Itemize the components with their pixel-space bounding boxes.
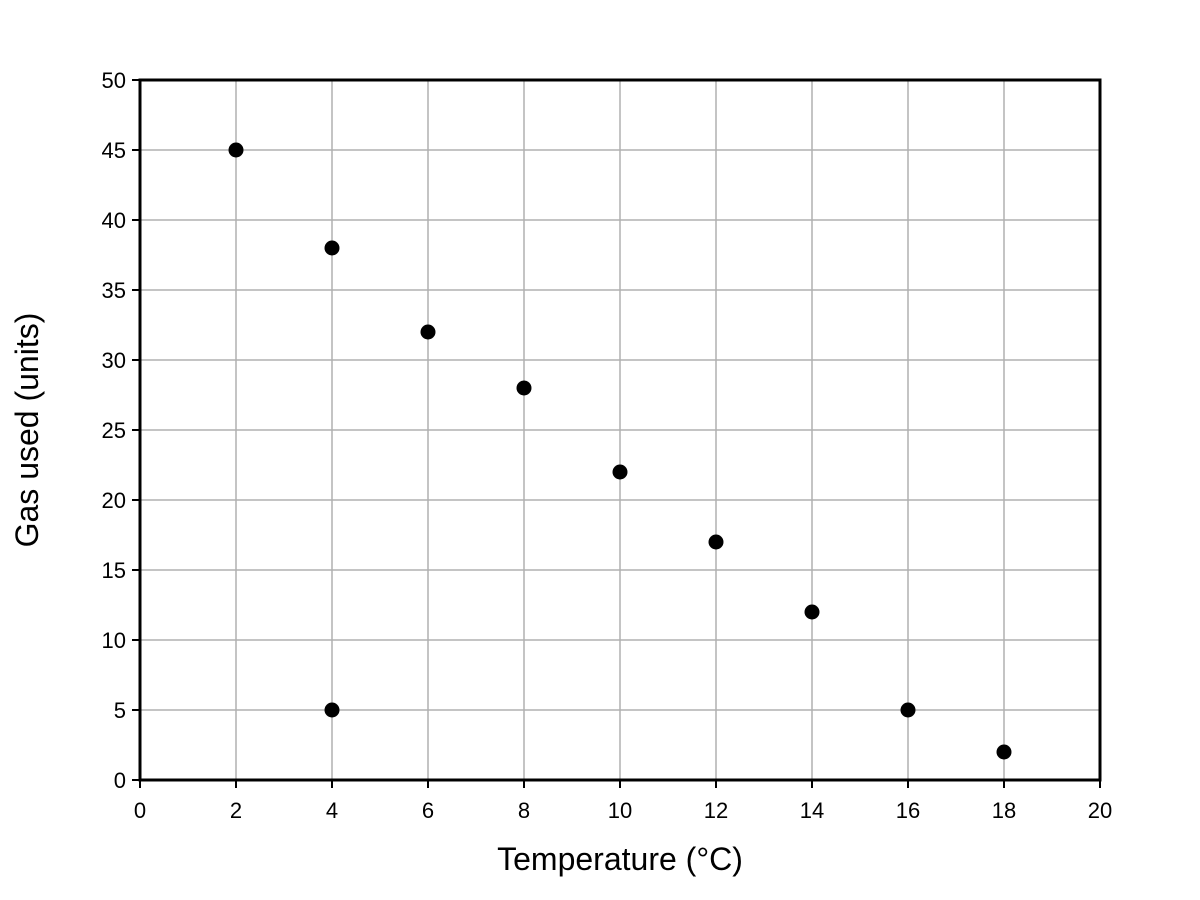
x-tick-label: 4 [326,798,338,823]
x-tick-label: 18 [992,798,1016,823]
data-point [324,240,340,256]
x-tick-label: 10 [608,798,632,823]
y-tick-label: 0 [114,768,126,793]
y-tick-label: 15 [102,558,126,583]
y-tick-label: 5 [114,698,126,723]
y-tick-label: 45 [102,138,126,163]
data-point [804,604,820,620]
y-axis: 0 5 10 15 20 25 30 35 40 45 50 [102,68,140,793]
y-tick-label: 30 [102,348,126,373]
y-tick-label: 40 [102,208,126,233]
y-tick-label: 20 [102,488,126,513]
x-tick-label: 12 [704,798,728,823]
y-tick-label: 35 [102,278,126,303]
y-axis-title: Gas used (units) [9,313,45,548]
x-axis-title: Temperature (°C) [497,841,743,877]
x-axis: 0 2 4 6 8 10 12 14 16 18 20 [134,780,1112,823]
data-point [612,464,628,480]
data-point [420,324,436,340]
data-points [228,142,1012,760]
data-point [996,744,1012,760]
x-tick-label: 14 [800,798,824,823]
y-tick-label: 50 [102,68,126,93]
x-tick-label: 6 [422,798,434,823]
grid [139,79,1101,781]
data-point [708,534,724,550]
data-point [516,380,532,396]
x-tick-label: 2 [230,798,242,823]
x-tick-label: 0 [134,798,146,823]
y-tick-label: 10 [102,628,126,653]
data-point [228,142,244,158]
x-tick-label: 20 [1088,798,1112,823]
data-point [900,702,916,718]
x-tick-label: 16 [896,798,920,823]
data-point [324,702,340,718]
x-tick-label: 8 [518,798,530,823]
y-tick-label: 25 [102,418,126,443]
